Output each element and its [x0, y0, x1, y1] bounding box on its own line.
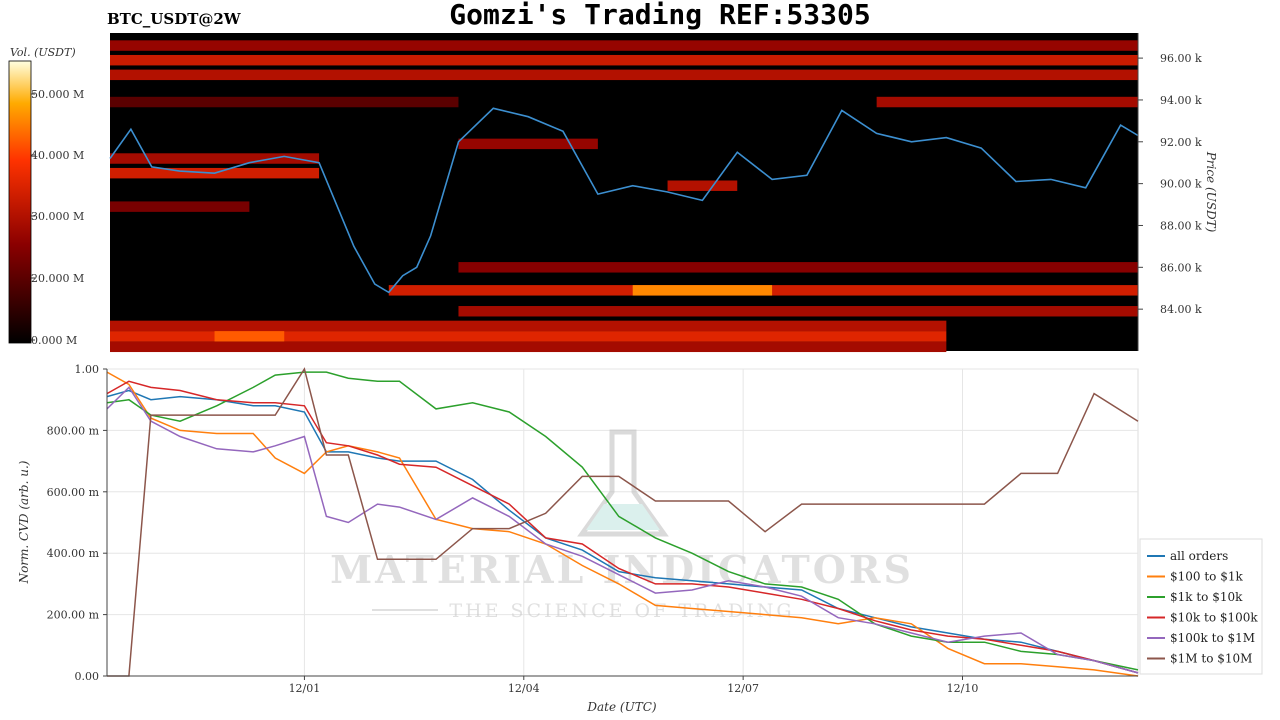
cvd-y-axis-label: Norm. CVD (arb. u.) — [17, 460, 31, 584]
cvd-series-line — [106, 386, 1139, 674]
colorbar-tick-label: 30.000 M — [31, 210, 84, 223]
legend-label: $1k to $10k — [1170, 590, 1243, 604]
legend-label: $1M to $10M — [1170, 652, 1252, 666]
page-title: Gomzi's Trading REF:53305 — [449, 0, 871, 31]
cvd-series-line — [106, 389, 1139, 674]
price-tick-label: 94.00 k — [1160, 94, 1202, 107]
liquidity-band — [632, 285, 773, 296]
liquidity-band — [458, 262, 1138, 273]
cvd-legend — [1139, 538, 1263, 675]
cvd-series-line — [106, 380, 1139, 674]
cvd-x-tick-label: 12/10 — [947, 682, 979, 695]
liquidity-band — [110, 320, 947, 332]
price-axis-ticks: 84.00 k 86.00 k 88.00 k 90.00 k 92.00 k 94.00… — [1138, 52, 1202, 316]
price-tick-label: 86.00 k — [1160, 261, 1202, 274]
legend-label: $100k to $1M — [1170, 631, 1255, 645]
liquidity-band — [876, 96, 1138, 108]
cvd-series-line — [106, 371, 1139, 677]
colorbar-tick-label: 20.000 M — [31, 272, 84, 285]
cvd-y-tick-label: 600.00 m — [47, 486, 100, 499]
colorbar-tick-label: 50.000 M — [31, 88, 84, 101]
liquidity-band — [110, 40, 1138, 51]
cvd-y-tick-label: 200.00 m — [47, 609, 100, 622]
price-tick-label: 84.00 k — [1160, 303, 1202, 316]
watermark-tagline: THE SCIENCE OF TRADING — [449, 600, 794, 622]
liquidity-band — [458, 306, 1138, 317]
cvd-legend-entries: all orders $100 to $1k $1k to $10k $10k to … — [1147, 549, 1258, 666]
colorbar-tick-label: 0.000 M — [31, 334, 77, 347]
liquidity-band — [110, 96, 459, 108]
flask-icon — [577, 429, 669, 537]
price-tick-label: 90.00 k — [1160, 178, 1202, 191]
cvd-x-ticks: 12/01 12/04 12/07 12/10 — [289, 676, 979, 695]
price-axis-label: Price (USDT) — [1204, 151, 1218, 233]
liquidity-band — [458, 138, 598, 150]
legend-label: $100 to $1k — [1170, 570, 1243, 584]
cvd-y-tick-label: 400.00 m — [47, 547, 100, 560]
liquidity-band — [110, 201, 250, 212]
cvd-y-tick-label: 1.00 — [75, 363, 100, 376]
liquidity-band — [214, 331, 285, 342]
liquidity-band — [110, 331, 947, 342]
market-pair-label: BTC_USDT@2W — [107, 10, 241, 28]
flask-liquid — [586, 504, 660, 530]
cvd-x-tick-label: 12/04 — [508, 682, 540, 695]
cvd-x-tick-label: 12/07 — [727, 682, 759, 695]
liquidity-band — [667, 180, 738, 191]
legend-label: all orders — [1170, 549, 1228, 563]
colorbar — [8, 60, 32, 344]
cvd-y-tick-label: 800.00 m — [47, 424, 100, 437]
cvd-x-axis-label: Date (UTC) — [586, 700, 656, 714]
cvd-series-lines — [106, 367, 1139, 677]
liquidity-band — [110, 153, 320, 164]
colorbar-label: Vol. (USDT) — [10, 46, 76, 59]
cvd-x-tick-label: 12/01 — [289, 682, 321, 695]
colorbar-tick-label: 40.000 M — [31, 149, 84, 162]
colorbar-ticks: 0.000 M 20.000 M 30.000 M 40.000 M 50.000 M — [31, 88, 84, 347]
liquidity-band — [110, 341, 947, 353]
liquidity-band — [110, 54, 1138, 66]
cvd-y-tick-label: 0.00 — [75, 670, 100, 683]
legend-label: $10k to $100k — [1170, 611, 1258, 625]
cvd-series-line — [107, 367, 1139, 677]
cvd-y-ticks: 0.00 200.00 m 400.00 m 600.00 m 800.00 m 1.00 — [47, 363, 107, 683]
heatmap-background — [110, 33, 1138, 351]
price-tick-label: 88.00 k — [1160, 219, 1202, 232]
liquidity-band — [110, 69, 1138, 81]
heatmap-cells — [110, 40, 1138, 353]
price-tick-label: 92.00 k — [1160, 136, 1202, 149]
price-series-line — [109, 107, 1139, 294]
price-tick-label: 96.00 k — [1160, 52, 1202, 65]
